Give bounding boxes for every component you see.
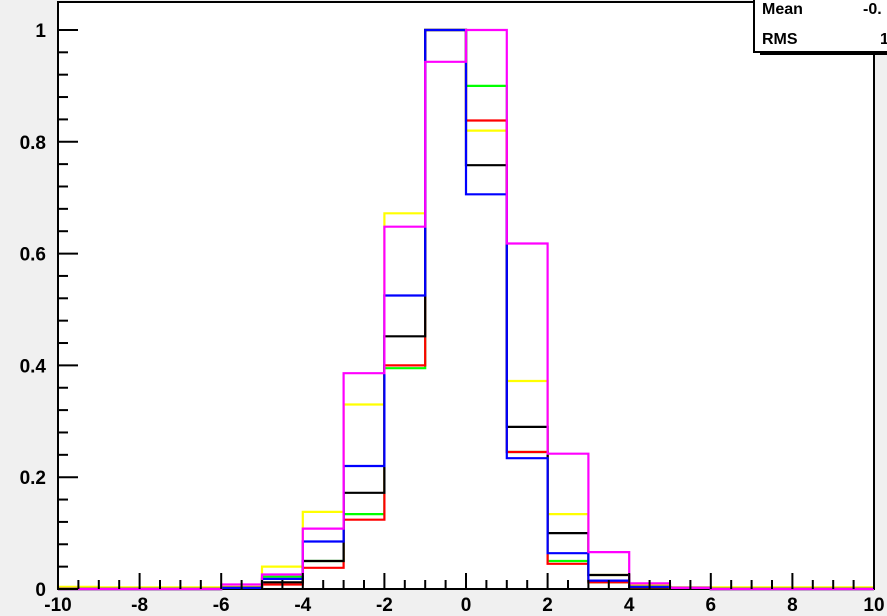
x-tick-label: 10 bbox=[863, 595, 884, 616]
x-tick-label: -8 bbox=[131, 595, 148, 616]
y-tick-label: 0.2 bbox=[20, 468, 46, 489]
stats-mean-label: Mean bbox=[762, 1, 803, 18]
stats-box: Mean -0. RMS 1 bbox=[753, 0, 887, 55]
stats-rms-label: RMS bbox=[762, 31, 798, 48]
x-tick-label: -2 bbox=[376, 595, 393, 616]
y-tick-label: 0 bbox=[35, 580, 46, 601]
y-tick-label: 0.4 bbox=[20, 356, 47, 377]
y-tick-label: 0.6 bbox=[20, 245, 46, 266]
x-tick-label: -6 bbox=[213, 595, 230, 616]
x-tick-label: 0 bbox=[461, 595, 472, 616]
x-tick-label: 4 bbox=[624, 595, 635, 616]
y-tick-label: 0.8 bbox=[20, 133, 46, 154]
x-tick-label: 6 bbox=[706, 595, 717, 616]
stats-mean-value: -0. bbox=[863, 1, 882, 18]
x-tick-label: 2 bbox=[542, 595, 553, 616]
x-tick-label: -4 bbox=[294, 595, 311, 616]
y-tick-label: 1 bbox=[35, 21, 46, 42]
x-tick-label: -10 bbox=[44, 595, 71, 616]
stats-rms-value: 1 bbox=[880, 31, 887, 48]
stats-box-frame bbox=[753, 0, 887, 53]
x-tick-label: 8 bbox=[787, 595, 798, 616]
axes-group: -10 -8 -6 -4 -2 0 2 4 6 8 10 0 0.2 0.4 0.6 0.8 1 bbox=[20, 21, 885, 616]
